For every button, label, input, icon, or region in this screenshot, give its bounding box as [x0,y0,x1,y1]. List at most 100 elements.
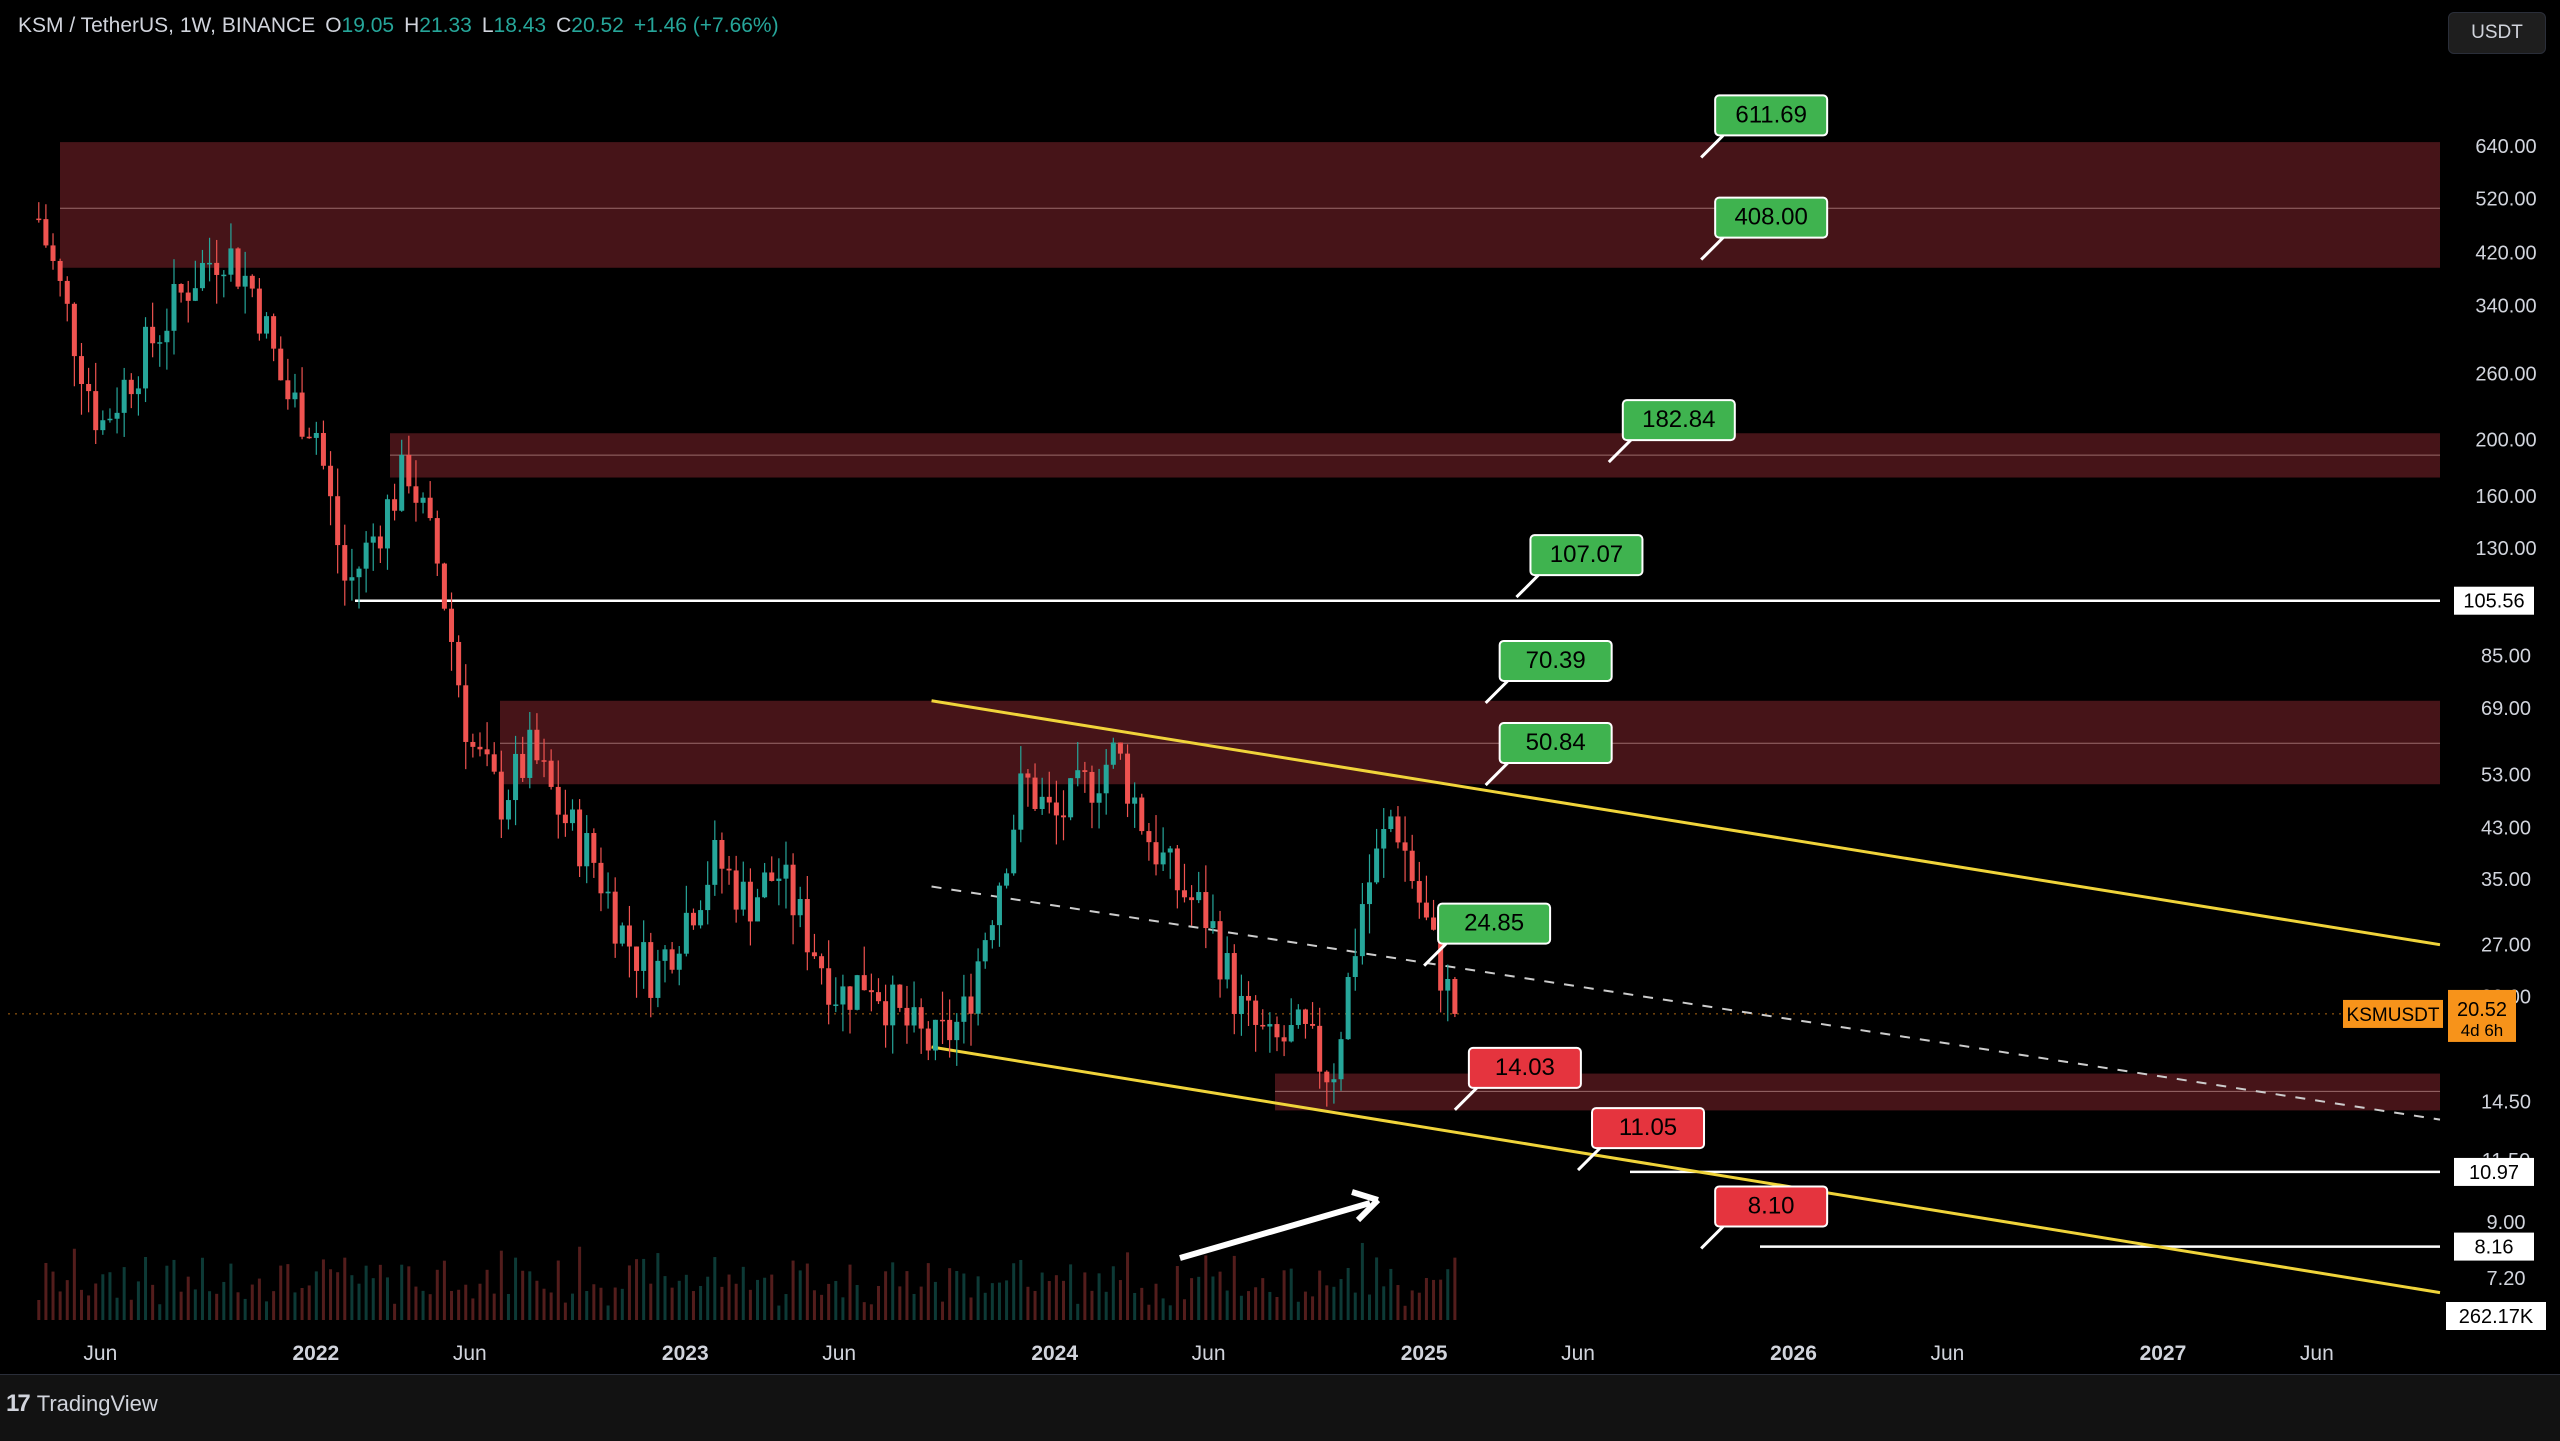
volume-bar [549,1292,553,1320]
candle-body [1366,882,1372,905]
volume-bar [122,1267,126,1320]
volume-bar [1097,1273,1101,1320]
volume-bar [841,1297,845,1320]
candle-body [363,542,369,569]
label-pointer [1700,1225,1725,1250]
price-tick-label: 85.00 [2481,645,2531,667]
price-tick-label: 53.00 [2481,765,2531,787]
candle-body [989,925,995,941]
candle-body [43,219,49,246]
candle-body [520,753,526,778]
volume-bar [1268,1291,1272,1320]
candle-body [1011,829,1017,874]
volume-bar [364,1265,368,1320]
candle-body [1167,848,1173,853]
candle-body [356,568,362,578]
volume-bar [827,1283,831,1320]
channel-upper-line [931,699,2441,947]
volume-bar [556,1260,560,1320]
low-label: L [481,14,494,37]
volume-bar [115,1297,119,1320]
candle-body [776,878,782,881]
candle-body [1174,848,1180,891]
candle-body [370,536,376,543]
candle-body [1388,816,1394,830]
volume-bar [442,1260,446,1320]
candle-body [1053,802,1059,816]
candle-body [840,986,846,1005]
volume-bar [279,1265,283,1320]
candle-body [790,864,796,916]
candle-body [954,1021,960,1041]
candle-body [292,392,298,400]
volume-bar [343,1257,347,1320]
volume-bar [51,1271,55,1320]
candle-body [733,870,739,910]
target-label-14-03: 14.03 [1453,1046,1582,1111]
candle-body [150,326,156,344]
candle-body [93,391,99,431]
candle-body [271,316,277,349]
volume-bar [1232,1255,1236,1320]
time-tick-label: 2024 [1031,1342,1078,1365]
candle-body [1203,892,1209,929]
symbol-title[interactable]: KSM / TetherUS, 1W, BINANCE [18,14,316,37]
level-tag-text: 8.16 [2475,1237,2514,1259]
volume-bar [158,1304,162,1320]
candle-body [1039,796,1045,809]
candle-body [78,356,84,384]
volume-bar [1190,1278,1194,1320]
candle-body [548,760,554,787]
candle-body [890,984,896,1026]
candle-body [1359,904,1365,957]
level-tag-box [2454,1157,2534,1186]
volume-bar [435,1269,439,1320]
volume-bar [585,1290,589,1320]
currency-button[interactable]: USDT [2448,12,2546,54]
label-pointer [1700,134,1725,159]
candle-body [278,348,284,381]
volume-bar [756,1279,760,1320]
price-tick-label: 260.00 [2475,363,2536,385]
price-tick-label: 640.00 [2475,136,2536,158]
candle-body [228,248,234,275]
candle-body [626,925,632,947]
volume-bar [933,1281,937,1320]
tradingview-logo[interactable]: 17 TradingView [6,1390,158,1418]
time-tick-label: 2025 [1401,1342,1448,1365]
candle-body [1139,797,1145,832]
candle-body [207,262,213,265]
time-tick-label: 2026 [1770,1342,1817,1365]
candle-body [605,891,611,894]
candle-body [883,1001,889,1026]
candle-body [463,685,469,742]
volume-bar [592,1284,596,1320]
volume-bar [1111,1266,1115,1320]
candle-body [64,280,70,304]
candle-body [57,260,63,281]
volume-bar [1403,1305,1407,1320]
volume-bar [165,1265,169,1320]
level-tag-text: 10.97 [2469,1162,2519,1184]
candle-body [1281,1037,1287,1042]
candle-body [1181,890,1187,898]
volume-bar [777,1305,781,1320]
price-tick-label: 130.00 [2475,538,2536,560]
low-value: 18.43 [493,14,547,37]
volume-bar [1076,1303,1080,1320]
candle-body [107,418,113,421]
price-tick-label: 27.00 [2481,935,2531,957]
volume-bar [1396,1285,1400,1320]
volume-bar [1261,1278,1265,1320]
volume-bar [1339,1279,1343,1320]
candle-body [413,486,419,503]
volume-bar [741,1266,745,1320]
candle-body [1438,929,1444,991]
candle-body [1125,753,1131,804]
volume-bar [1453,1257,1457,1320]
volume-bar [834,1280,838,1320]
volume-bar [1140,1287,1144,1320]
candle-body [1025,773,1031,778]
